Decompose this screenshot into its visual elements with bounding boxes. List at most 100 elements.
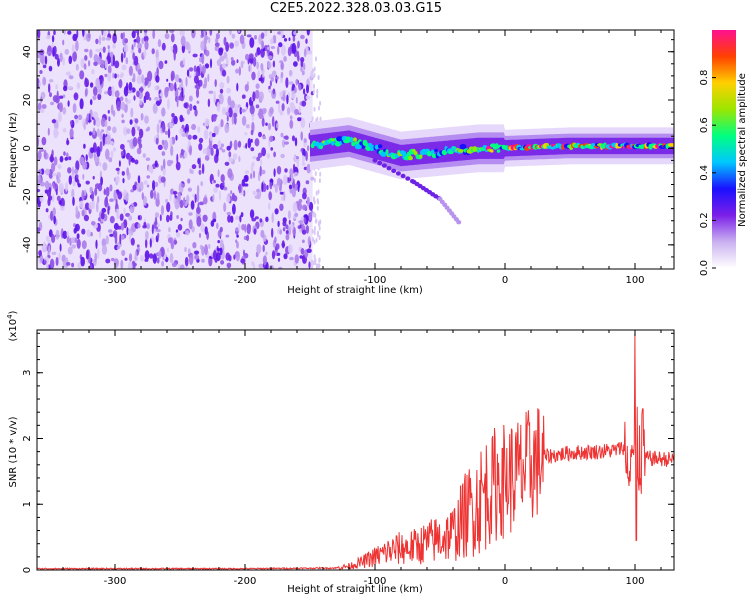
noise-speckle (265, 251, 268, 256)
noise-speckle (144, 91, 150, 100)
noise-speckle (143, 30, 148, 33)
noise-speckle (148, 97, 152, 101)
snr-x-tick-label: -200 (234, 576, 257, 587)
noise-speckle (260, 63, 264, 71)
noise-speckle (107, 109, 110, 114)
noise-speckle (253, 263, 256, 269)
noise-speckle (224, 123, 230, 134)
noise-speckle (43, 149, 47, 159)
noise-speckle (202, 148, 208, 155)
noise-speckle (67, 30, 72, 35)
noise-speckle (212, 250, 217, 261)
noise-speckle (267, 122, 272, 131)
noise-speckle (158, 119, 162, 124)
noise-speckle (200, 40, 205, 51)
noise-speckle (123, 207, 126, 214)
noise-speckle (117, 73, 120, 78)
noise-speckle (277, 220, 280, 228)
noise-speckle (157, 39, 162, 48)
noise-speckle (67, 246, 73, 255)
noise-speckle (92, 127, 96, 136)
noise-speckle (285, 77, 289, 89)
noise-speckle (301, 155, 305, 163)
noise-speckle (219, 226, 223, 233)
noise-speckle (176, 203, 181, 208)
noise-speckle (91, 190, 95, 202)
noise-speckle (137, 175, 141, 184)
noise-speckle (306, 196, 310, 207)
snr-x-tick-label: 100 (625, 576, 644, 587)
noise-speckle (179, 83, 182, 92)
noise-speckle (279, 109, 284, 116)
noise-speckle (155, 56, 160, 68)
noise-speckle (301, 229, 307, 235)
noise-speckle (312, 237, 314, 242)
noise-speckle (225, 111, 230, 117)
noise-speckle (210, 147, 214, 156)
signal-halo (310, 130, 674, 167)
noise-speckle (90, 147, 95, 154)
noise-speckle (262, 244, 265, 253)
noise-speckle (198, 137, 204, 144)
noise-speckle (185, 76, 188, 87)
noise-speckle (117, 225, 122, 230)
noise-speckle (54, 156, 58, 166)
noise-speckle (245, 106, 248, 112)
noise-speckle (131, 126, 136, 137)
noise-speckle (234, 40, 239, 47)
noise-speckle (44, 55, 48, 65)
noise-speckle (111, 257, 115, 262)
noise-speckle (208, 243, 211, 249)
noise-speckle (310, 259, 314, 269)
noise-speckle (225, 252, 231, 261)
spectrogram-y-tick-label: 0 (22, 145, 33, 151)
noise-speckle (290, 102, 295, 113)
noise-speckle (41, 136, 47, 146)
noise-speckle (190, 200, 195, 210)
noise-speckle (82, 30, 85, 37)
noise-speckle (284, 141, 289, 145)
noise-speckle (188, 254, 194, 265)
noise-speckle (300, 66, 303, 72)
noise-speckle (195, 87, 200, 99)
noise-speckle (283, 191, 286, 202)
noise-speckle (145, 238, 148, 249)
noise-speckle (229, 42, 235, 49)
noise-speckle (317, 189, 320, 195)
snr-frame (36, 329, 675, 571)
colorbar-tick-label: 0.6 (699, 117, 710, 133)
noise-speckle (277, 257, 281, 262)
noise-speckle (142, 153, 146, 159)
signal-core-blob (349, 136, 354, 143)
noise-speckle (170, 33, 175, 43)
noise-speckle (207, 98, 211, 108)
noise-speckle (198, 143, 203, 151)
noise-speckle (165, 198, 169, 204)
noise-speckle (108, 157, 113, 163)
noise-speckle (305, 180, 310, 185)
noise-speckle (184, 266, 190, 269)
noise-speckle (161, 260, 165, 267)
noise-speckle (42, 76, 47, 86)
noise-speckle (212, 193, 215, 203)
noise-speckle (121, 113, 124, 118)
noise-speckle (288, 184, 293, 190)
noise-speckle (58, 95, 64, 99)
noise-speckle (301, 100, 307, 107)
noise-speckle (266, 46, 270, 50)
noise-speckle (308, 261, 311, 269)
noise-speckle (216, 222, 219, 230)
noise-speckle (59, 243, 62, 252)
noise-speckle (49, 258, 55, 269)
noise-speckle (151, 48, 155, 55)
noise-speckle (45, 168, 50, 176)
noise-speckle (237, 140, 242, 148)
noise-speckle (188, 219, 193, 230)
noise-speckle (73, 92, 79, 101)
noise-speckle (267, 55, 273, 60)
noise-speckle (120, 32, 124, 40)
noise-speckle (316, 93, 319, 99)
noise-speckle (119, 96, 124, 102)
noise-speckle (51, 35, 55, 43)
noise-speckle (289, 119, 294, 129)
